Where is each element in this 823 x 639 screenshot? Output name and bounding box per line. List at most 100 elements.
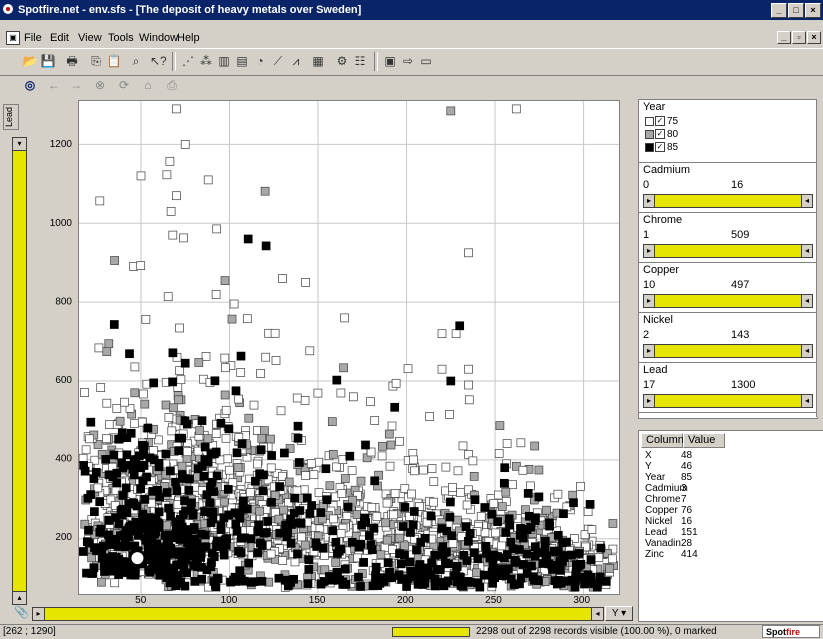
scatter-point[interactable] [121,483,131,493]
scatter-point[interactable] [174,395,183,405]
scatter-point[interactable] [367,502,377,512]
scatter-point[interactable] [427,558,436,568]
scatter-point[interactable] [547,560,557,570]
details-value-header[interactable]: Value [683,433,725,448]
scatter-point[interactable] [86,417,96,427]
scatter-point[interactable] [369,523,379,533]
scatter-point[interactable] [559,553,569,562]
scatter-plot-area[interactable] [78,100,620,595]
scatter-point[interactable] [233,463,243,472]
scatter-point[interactable] [309,470,319,480]
scatter-point[interactable] [370,476,380,486]
scatter-point[interactable] [271,356,281,365]
scatter-point[interactable] [172,104,181,114]
paste-icon[interactable]: 📋 [106,54,122,68]
scatter-point[interactable] [104,530,113,540]
scatter-point[interactable] [104,515,114,525]
scatter-point[interactable] [260,426,269,435]
scatter-point[interactable] [130,388,140,398]
scatter-point[interactable] [412,545,421,555]
scatter-point[interactable] [219,497,229,507]
scatter-point[interactable] [327,417,337,426]
scatter-point[interactable] [145,453,155,463]
scatter-point[interactable] [501,487,511,497]
scatter-point[interactable] [172,191,181,201]
scatter-point[interactable] [349,392,358,402]
scatter-point[interactable] [188,509,198,518]
scatter-point[interactable] [328,449,338,459]
scatter-point[interactable] [231,386,241,396]
scatter-point[interactable] [256,445,266,455]
list-icon[interactable]: ☷ [354,54,366,68]
scatter-point[interactable] [464,380,473,390]
scatter-point[interactable] [455,488,465,497]
scatter-point[interactable] [491,528,500,538]
scatter-point[interactable] [206,518,216,527]
scatter-point[interactable] [167,426,177,436]
scatter-point[interactable] [487,571,497,580]
scatter-point[interactable] [595,572,605,582]
scatter-point[interactable] [172,560,181,570]
scatter-point[interactable] [297,532,306,542]
scatter-point[interactable] [586,555,596,565]
scatter-point[interactable] [511,104,521,114]
scatter-point[interactable] [542,505,551,515]
scatter-point[interactable] [267,498,276,507]
scatter-point[interactable] [180,358,190,368]
scatter-point[interactable] [353,553,363,563]
scatter-point[interactable] [110,256,119,265]
scatter-point[interactable] [231,520,241,529]
scatter-point[interactable] [452,515,462,525]
scatter-point[interactable] [101,455,111,464]
scatter-point[interactable] [425,412,434,421]
scatter-point[interactable] [199,471,209,481]
scatter-point[interactable] [220,390,230,400]
scatter-point[interactable] [133,530,143,540]
slider-left-handle[interactable]: ▸ [644,295,655,307]
scatter-point[interactable] [254,520,263,530]
scatter-point[interactable] [99,553,109,563]
scatter-point[interactable] [78,547,88,556]
scatter-point[interactable] [429,497,438,507]
scatter-point[interactable] [237,439,247,448]
slider-left-handle[interactable]: ▸ [644,195,655,207]
document-icon[interactable]: ▣ [6,31,20,45]
scatter-point[interactable] [154,558,164,568]
scatter-point[interactable] [261,241,271,251]
scatter-point[interactable] [385,571,395,580]
scatter-point[interactable] [172,525,182,535]
scatter-point[interactable] [179,474,189,483]
scatter-point[interactable] [446,376,456,386]
scatter-point[interactable] [216,418,226,428]
scatter-point[interactable] [140,399,150,409]
scatter-point[interactable] [122,508,132,518]
scatter-point[interactable] [376,550,386,560]
scatter-point[interactable] [187,498,196,508]
scatter-point[interactable] [228,478,238,488]
scatter-point[interactable] [126,428,136,438]
scatter-point[interactable] [114,519,124,529]
scatter-point[interactable] [182,419,192,429]
details-column-header[interactable]: Column [641,433,684,448]
scatter-point[interactable] [154,507,164,517]
scatter-point[interactable] [246,526,255,535]
scatter-point[interactable] [281,520,290,530]
scatter-point[interactable] [205,498,215,507]
menu-file[interactable]: File [24,32,42,44]
scatter-point[interactable] [495,421,505,430]
scatter-point[interactable] [333,549,342,558]
scatter-point[interactable] [328,526,337,536]
scatter-point[interactable] [195,426,205,435]
scatter-point[interactable] [301,471,310,480]
scatter-point[interactable] [380,518,390,528]
scatter-point[interactable] [223,454,232,464]
scatter-point[interactable] [89,474,99,483]
scatter-point[interactable] [511,558,521,567]
scatter-point[interactable] [594,553,604,563]
scatter-point[interactable] [356,582,365,591]
scatter-point[interactable] [211,447,221,457]
scatter-point[interactable] [366,447,376,457]
bar-chart-icon[interactable]: ▥ [218,54,230,68]
scatter-point[interactable] [509,580,519,589]
scatter-point[interactable] [118,463,128,472]
